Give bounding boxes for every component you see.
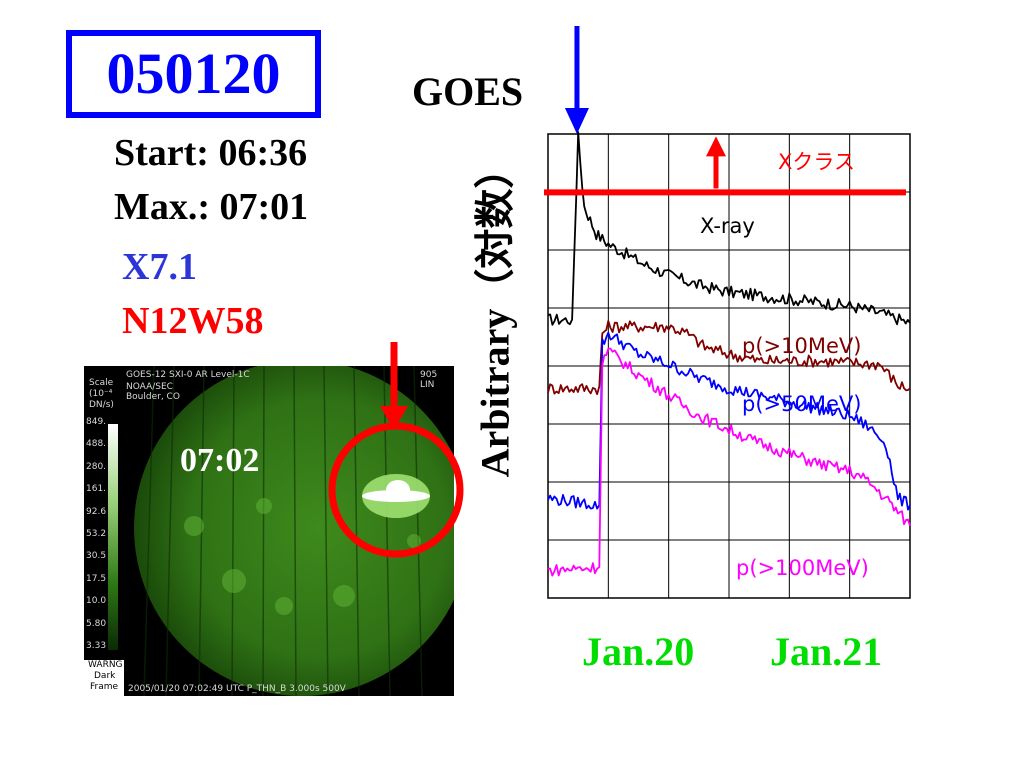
sxi-scale-title-3: DN/s) bbox=[89, 400, 114, 410]
flare-location: N12W58 bbox=[122, 300, 264, 342]
sxi-scale-value: 10.0 bbox=[86, 596, 107, 607]
sxi-scale-value: 17.5 bbox=[86, 573, 107, 584]
sxi-scale-value: 3.33 bbox=[86, 641, 107, 651]
start-time: Start: 06:36 bbox=[114, 132, 308, 174]
sxi-header-line-1: GOES-12 SXI-0 AR Level-1C bbox=[126, 370, 250, 380]
max-time: Max.: 07:01 bbox=[114, 186, 309, 228]
threshold-label: Xクラス bbox=[778, 150, 855, 174]
sxi-footer: 2005/01/20 07:02:49 UTC P_THN_B 3.000s 5… bbox=[128, 684, 346, 694]
legend-p10: p(>10MeV) bbox=[742, 334, 862, 358]
series-line-1 bbox=[547, 320, 911, 396]
sxi-header-line-3: Boulder, CO bbox=[126, 392, 180, 402]
x-tick-label-jan21: Jan.21 bbox=[770, 629, 883, 674]
legend-p50: p(>50MeV) bbox=[742, 392, 862, 416]
down-arrow-icon bbox=[380, 406, 408, 430]
y-axis-label-box: Arbitrary（対数） bbox=[466, 148, 517, 478]
flare-marker bbox=[328, 342, 464, 558]
sxi-header-line-2: NOAA/SEC bbox=[126, 382, 173, 392]
chart-title: GOES bbox=[412, 69, 524, 114]
sxi-time-label: 07:02 bbox=[180, 442, 260, 479]
sxi-scale-value: 488. bbox=[86, 439, 107, 450]
sxi-scale-value: 53.2 bbox=[86, 529, 107, 539]
y-axis-label: Arbitrary（対数） bbox=[472, 148, 518, 478]
sun-disk bbox=[134, 366, 454, 696]
up-arrow-icon bbox=[706, 136, 726, 157]
sxi-scale-value: 30.5 bbox=[86, 551, 107, 562]
flare-class: X7.1 bbox=[122, 246, 197, 288]
sxi-scale-value: 849. bbox=[86, 417, 107, 427]
sxi-scale-value: 161. bbox=[86, 484, 107, 495]
sxi-warning-1: WARNG bbox=[88, 660, 123, 670]
sxi-warning-3: Frame bbox=[90, 682, 119, 692]
sxi-header-right-1: 905 bbox=[420, 370, 438, 380]
series-line-2 bbox=[547, 331, 911, 511]
sxi-header-right-2: LIN bbox=[420, 380, 435, 390]
legend-p100: p(>100MeV) bbox=[736, 556, 869, 580]
down-arrow-icon bbox=[564, 108, 589, 134]
event-id-frame bbox=[66, 30, 321, 118]
sxi-warning-2: Dark bbox=[94, 671, 116, 681]
goes-chart bbox=[544, 26, 911, 599]
sxi-scale-value: 92.6 bbox=[86, 506, 107, 517]
legend-xray: X-ray bbox=[700, 214, 755, 238]
series-line-0 bbox=[547, 131, 911, 326]
sxi-scale-value: 5.80 bbox=[86, 618, 107, 629]
sxi-scale-title-1: Scale bbox=[89, 378, 114, 388]
sxi-image: GOES-12 SXI-0 AR Level-1C NOAA/SEC Bould… bbox=[84, 366, 454, 696]
series-line-3 bbox=[547, 347, 911, 577]
x-tick-label-jan20: Jan.20 bbox=[582, 629, 695, 674]
sxi-scale-value: 280. bbox=[86, 461, 107, 472]
flare-circle bbox=[328, 422, 464, 558]
event-id: 050120 bbox=[106, 41, 281, 106]
sxi-scale-title-2: (10⁻⁴ bbox=[89, 389, 113, 399]
